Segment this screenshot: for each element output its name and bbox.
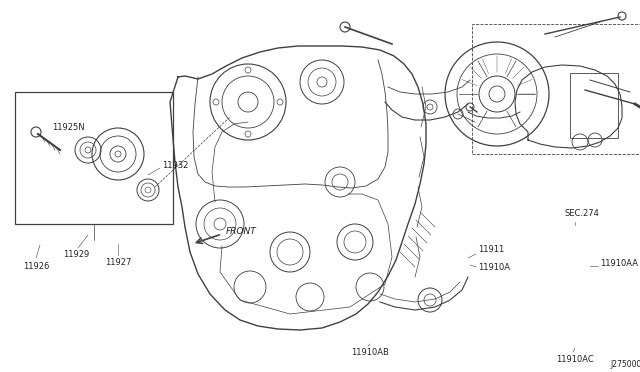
Text: 11925N: 11925N: [52, 123, 84, 132]
Bar: [472, 24, 640, 154]
Text: SEC.274: SEC.274: [564, 209, 600, 218]
Text: 11929: 11929: [63, 250, 89, 259]
Text: FRONT: FRONT: [226, 228, 257, 237]
Text: 11910A: 11910A: [478, 263, 510, 273]
Text: 11927: 11927: [105, 258, 131, 267]
Text: 11911: 11911: [478, 246, 504, 254]
Text: 11910AB: 11910AB: [351, 348, 389, 357]
Text: 11926: 11926: [23, 262, 49, 271]
Text: 11910AA: 11910AA: [600, 260, 638, 269]
Text: J2750006: J2750006: [610, 360, 640, 369]
Text: 11910AC: 11910AC: [556, 355, 594, 364]
Bar: [570, 73, 618, 138]
Bar: [15, 92, 173, 224]
Text: 11932: 11932: [162, 160, 188, 170]
